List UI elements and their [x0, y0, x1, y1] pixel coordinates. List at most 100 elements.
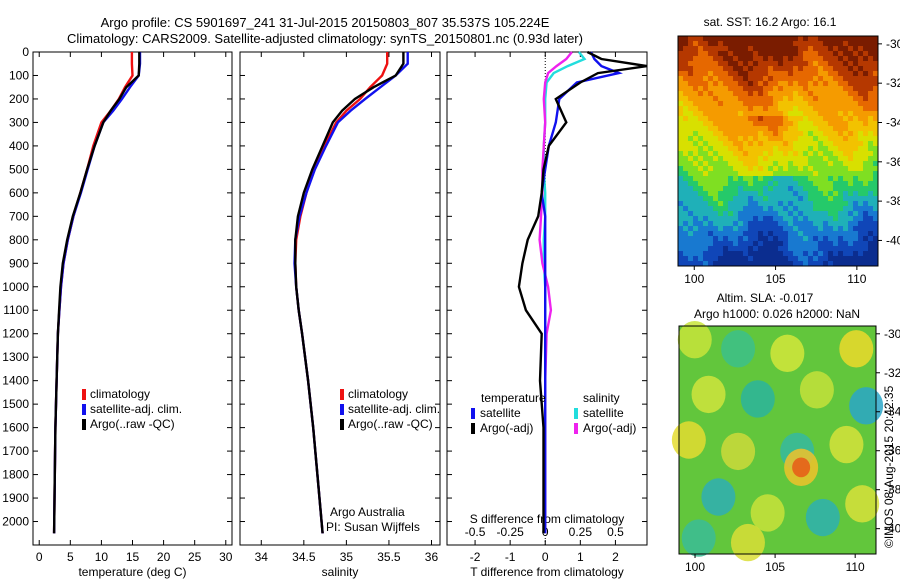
sst-cell: [743, 76, 749, 82]
sst-cell: [748, 171, 754, 177]
t-diff-panel: -2 -1 0 1 2T difference from climatology-0.5…: [446, 50, 648, 579]
sst-cell: [788, 86, 794, 92]
sst-cell: [788, 241, 794, 247]
sst-cell: [793, 156, 799, 162]
sst-cell: [823, 191, 829, 197]
sst-cell: [723, 101, 729, 107]
sst-cell: [873, 156, 879, 162]
sla-map-frame: [678, 325, 877, 555]
sst-cell: [723, 51, 729, 57]
sst-cell: [798, 221, 804, 227]
sst-cell: [713, 156, 719, 162]
sst-cell: [723, 126, 729, 132]
sst-cell: [758, 201, 764, 207]
sst-cell: [728, 216, 734, 222]
sst-cell: [703, 86, 709, 92]
sst-cell: [778, 176, 784, 182]
sst-cell: [773, 151, 779, 157]
figure-title: Argo profile: CS 5901697_241 31-Jul-2015…: [100, 15, 550, 30]
sst-cell: [793, 116, 799, 122]
sst-cell: [698, 146, 704, 152]
sst-cell: [748, 216, 754, 222]
sst-cell: [833, 161, 839, 167]
sst-cell: [768, 181, 774, 187]
sst-cell: [688, 211, 694, 217]
sst-cell: [858, 66, 864, 72]
sst-cell: [778, 41, 784, 47]
sst-cell: [773, 196, 779, 202]
sst-cell: [738, 246, 744, 252]
temperature-axes-box: [32, 51, 233, 546]
sst-cell: [738, 91, 744, 97]
sst-cell: [853, 211, 859, 217]
lat-tick-label: -30: [886, 37, 900, 51]
sst-cell: [713, 131, 719, 137]
sst-cell: [853, 116, 859, 122]
sst-cell: [798, 201, 804, 207]
sst-cell: [848, 206, 854, 212]
sst-cell: [838, 91, 844, 97]
sst-cell: [743, 101, 749, 107]
sst-cell: [703, 66, 709, 72]
sst-cell: [873, 196, 879, 202]
sst-cell: [793, 66, 799, 72]
sst-cell: [743, 211, 749, 217]
sst-cell: [823, 241, 829, 247]
sst-cell: [823, 116, 829, 122]
sst-cell: [758, 51, 764, 57]
sst-cell: [688, 131, 694, 137]
sst-cell: [848, 141, 854, 147]
sst-cell: [738, 126, 744, 132]
sst-cell: [858, 141, 864, 147]
sst-cell: [868, 141, 874, 147]
sst-cell: [848, 251, 854, 257]
sst-cell: [753, 76, 759, 82]
sst-cell: [753, 126, 759, 132]
sst-cell: [813, 166, 819, 172]
sst-cell: [748, 166, 754, 172]
sst-cell: [693, 196, 699, 202]
sla-blob: [701, 478, 736, 516]
sst-cell: [753, 206, 759, 212]
sst-cell: [858, 61, 864, 67]
sst-cell: [788, 61, 794, 67]
sst-cell: [688, 36, 694, 42]
sst-cell: [738, 181, 744, 187]
sst-cell: [768, 226, 774, 232]
sst-cell: [793, 226, 799, 232]
sst-cell: [858, 96, 864, 102]
sst-cell: [843, 181, 849, 187]
sst-cell: [828, 201, 834, 207]
sst-cell: [813, 151, 819, 157]
sst-cell: [763, 56, 769, 62]
sst-cell: [713, 86, 719, 92]
sst-cell: [778, 246, 784, 252]
sst-cell: [833, 196, 839, 202]
sst-cell: [678, 196, 684, 202]
sst-cell: [838, 81, 844, 87]
sst-cell: [798, 171, 804, 177]
sst-cell: [678, 61, 684, 67]
sst-cell: [728, 206, 734, 212]
sst-cell: [678, 261, 684, 267]
sst-cell: [833, 66, 839, 72]
sst-cell: [843, 86, 849, 92]
sst-cell: [718, 206, 724, 212]
sst-cell: [733, 261, 739, 267]
sst-cell: [813, 231, 819, 237]
sst-cell: [748, 151, 754, 157]
sst-cell: [683, 161, 689, 167]
sst-cell: [773, 226, 779, 232]
sst-cell: [708, 96, 714, 102]
sst-cell: [743, 171, 749, 177]
sst-cell: [758, 86, 764, 92]
sst-cell: [863, 106, 869, 112]
sst-cell: [718, 251, 724, 257]
sst-cell: [818, 256, 824, 262]
sst-cell: [688, 66, 694, 72]
depth-tick-label: 300: [9, 115, 29, 129]
sst-cell: [753, 146, 759, 152]
sst-cell: [873, 81, 879, 87]
sst-cell: [828, 51, 834, 57]
sst-cell: [813, 86, 819, 92]
